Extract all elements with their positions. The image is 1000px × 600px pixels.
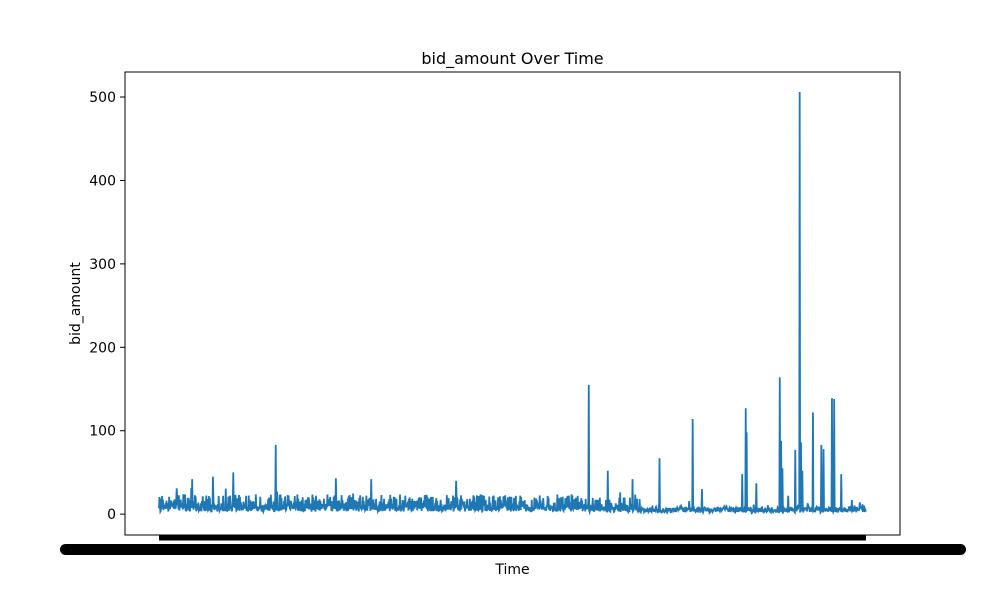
- y-tick-label: 0: [107, 507, 116, 523]
- y-tick-label: 200: [89, 340, 116, 356]
- y-axis-ticks: 0 100 200 300 400 500: [89, 90, 125, 523]
- y-tick-label: 300: [89, 257, 116, 273]
- x-axis-label: Time: [494, 562, 529, 578]
- y-tick-label: 500: [89, 90, 116, 106]
- series-line-bid-amount: [158, 92, 867, 516]
- series-layer: [158, 92, 867, 516]
- y-axis-label: bid_amount: [68, 262, 84, 345]
- plot-frame: [124, 71, 901, 536]
- x-tick-mark-band: [159, 535, 866, 541]
- x-axis-ticks: [60, 535, 966, 555]
- x-tick-label-band: [60, 544, 966, 555]
- y-tick-label: 100: [89, 424, 116, 440]
- y-tick-label: 400: [89, 173, 116, 189]
- chart-title: bid_amount Over Time: [421, 49, 603, 69]
